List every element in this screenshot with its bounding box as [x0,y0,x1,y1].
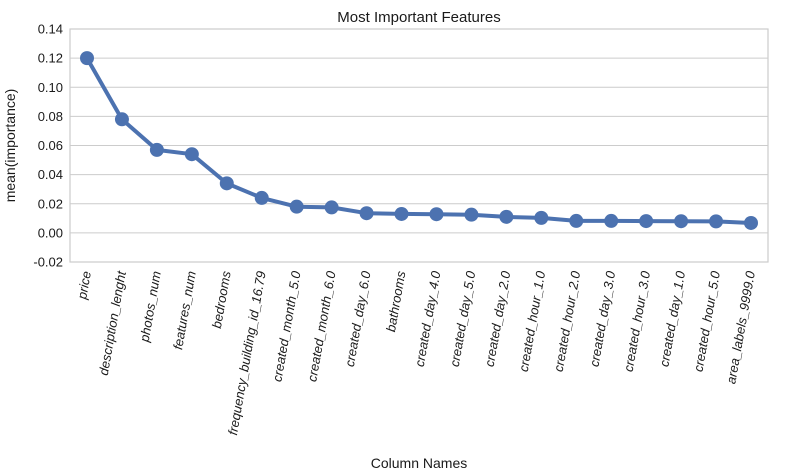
y-tick-label: 0.04 [38,167,63,182]
data-point [394,206,409,221]
data-point [324,200,339,215]
series-importance [80,51,758,230]
data-point [534,210,549,225]
y-axis-label: mean(importance) [2,89,18,203]
data-point [219,176,234,191]
y-tick-label: 0.02 [38,196,63,211]
data-point [604,213,619,228]
chart-title: Most Important Features [337,9,500,26]
data-point [359,206,374,221]
data-point [569,213,584,228]
data-point [639,214,654,229]
x-tick-label: price [74,270,94,301]
data-point [429,207,444,222]
y-tick-label: 0.08 [38,109,63,124]
x-axis-label: Column Names [371,455,467,471]
data-point [674,214,689,229]
y-tick-label: 0.12 [38,51,63,66]
data-point [149,142,164,157]
data-point [464,207,479,222]
data-point [80,51,94,66]
data-point [709,214,724,229]
data-point [499,209,514,224]
y-tick-label: -0.02 [33,255,63,270]
data-point [184,147,199,162]
y-tick-label: 0.10 [38,80,63,95]
plot-frame [69,28,769,263]
y-tick-label: 0.00 [38,225,63,240]
data-point [744,215,758,230]
data-point [289,199,304,214]
y-tick-label: 0.14 [38,22,63,37]
y-axis-ticks: -0.02 0.00 0.02 0.04 0.06 0.08 0.10 0.12 0.14 [33,22,63,270]
y-tick-label: 0.06 [38,138,63,153]
data-point [254,190,269,205]
data-point [114,112,129,127]
